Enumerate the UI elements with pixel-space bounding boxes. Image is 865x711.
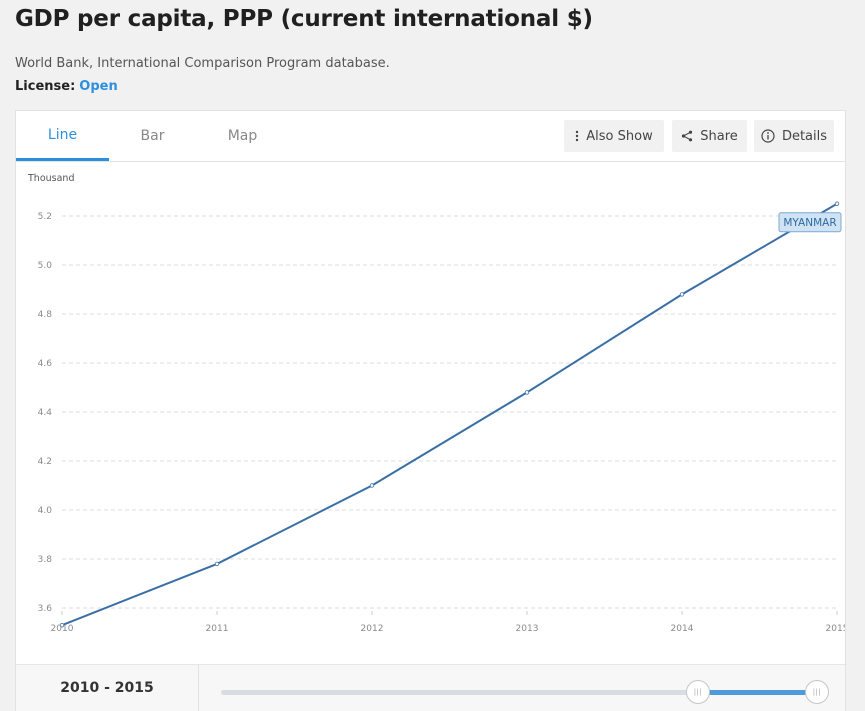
also-show-button[interactable]: Also Show — [564, 120, 664, 152]
y-tick-label: 5.0 — [38, 261, 53, 271]
license-link[interactable]: Open — [79, 79, 118, 94]
also-show-label: Also Show — [586, 128, 653, 144]
x-tick-label: 2011 — [206, 624, 229, 634]
x-tick-label: 2015 — [826, 624, 845, 634]
x-tick-label: 2014 — [671, 624, 694, 634]
range-label: 2010 - 2015 — [16, 665, 199, 711]
data-point — [214, 561, 220, 567]
line-chart: Thousand 3.6 3.8 4.0 4.2 4.4 4.6 4.8 5.0 5.2 201… — [27, 173, 845, 634]
share-button[interactable]: Share — [672, 120, 747, 152]
y-tick-label: 4.6 — [38, 359, 53, 369]
x-tick-label: 2013 — [516, 624, 539, 634]
details-button[interactable]: Details — [754, 120, 834, 152]
tab-bar-chart[interactable]: Bar — [140, 128, 165, 144]
data-point — [369, 483, 375, 488]
vertical-dots-icon — [575, 130, 579, 142]
chart-panel: Line Bar Map Also Show Share Details Tho… — [15, 110, 846, 711]
source-text: World Bank, International Comparison Pro… — [15, 56, 390, 71]
x-tick-label: 2010 — [51, 624, 74, 634]
tab-bar: Line Bar Map Also Show Share Details — [16, 111, 845, 162]
info-icon — [761, 129, 775, 143]
x-tick-label: 2012 — [361, 624, 384, 634]
range-start-handle[interactable]: ||| — [686, 680, 710, 704]
data-point — [679, 292, 685, 297]
data-point — [524, 390, 530, 395]
series-label-text: MYANMAR — [783, 217, 836, 229]
y-tick-label: 3.8 — [38, 555, 53, 565]
tab-map[interactable]: Map — [227, 128, 258, 144]
data-point — [59, 622, 65, 628]
share-icon — [681, 130, 693, 142]
range-track[interactable] — [221, 690, 818, 695]
y-tick-label: 4.0 — [38, 506, 53, 516]
y-axis-unit-label: Thousand — [27, 173, 74, 184]
range-footer: 2010 - 2015 ||| ||| — [16, 664, 845, 711]
y-tick-label: 4.4 — [38, 408, 53, 418]
series-label: MYANMAR — [778, 212, 842, 233]
range-selected-track — [699, 690, 818, 695]
range-end-handle[interactable]: ||| — [805, 680, 829, 704]
page-title: GDP per capita, PPP (current internation… — [15, 6, 593, 32]
y-tick-label: 5.2 — [38, 212, 52, 222]
data-point — [834, 201, 840, 206]
series-label-box — [778, 212, 842, 233]
y-tick-label: 4.8 — [38, 310, 53, 320]
series-line — [61, 202, 838, 627]
license-line: License: Open — [15, 79, 118, 94]
y-tick-label: 4.2 — [38, 457, 52, 467]
y-tick-label: 3.6 — [38, 604, 53, 614]
details-label: Details — [781, 128, 828, 144]
tab-line[interactable]: Line — [16, 111, 109, 161]
license-label: License: — [15, 79, 76, 94]
share-label: Share — [700, 128, 738, 144]
